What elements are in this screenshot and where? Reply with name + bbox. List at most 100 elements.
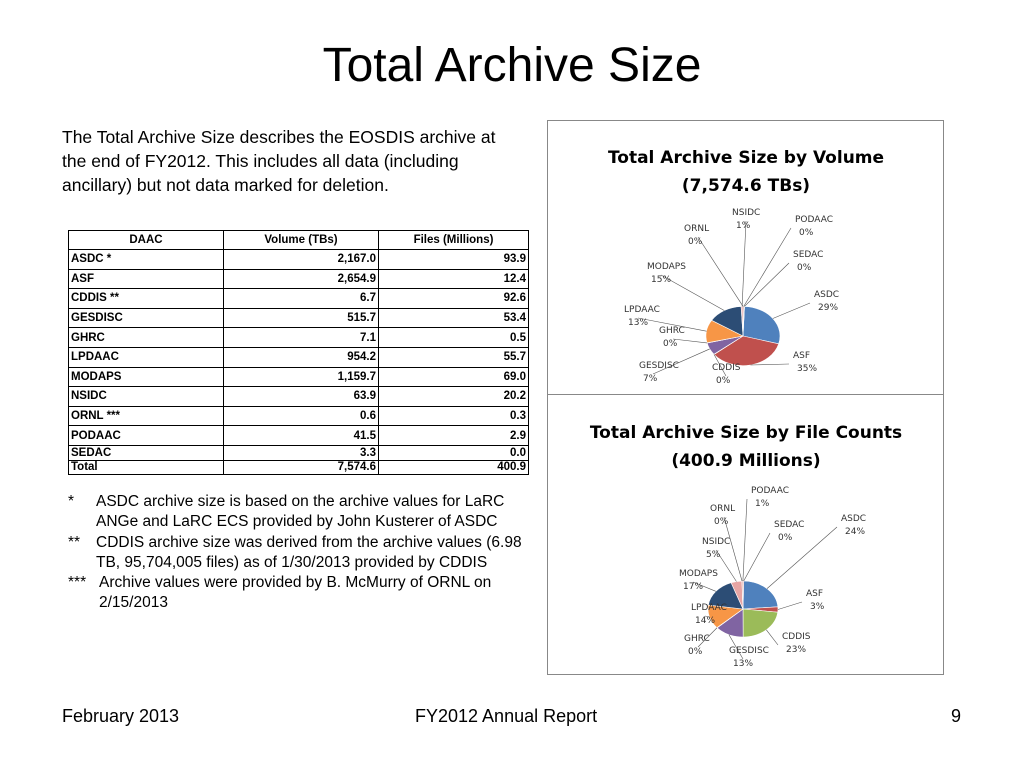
intro-text: The Total Archive Size describes the EOS…: [62, 127, 496, 195]
chart-panel: Total Archive Size by Volume (7,574.6 TB…: [547, 120, 944, 675]
cell-files: 2.9: [378, 425, 529, 446]
pie1-leader-asdc: [772, 302, 811, 319]
pie1-leader-asf: [750, 363, 790, 366]
footnote-text: CDDIS archive size was derived from the …: [96, 533, 522, 571]
pie1-leader-ghrc: [672, 338, 708, 344]
col-header-daac: DAAC: [68, 230, 224, 250]
pie1-percent-gesdisc: 7%: [643, 374, 658, 384]
cell-daac: NSIDC: [68, 386, 224, 407]
cell-files: 0.5: [378, 327, 529, 348]
table-row: GESDISC 515.7 53.4: [68, 307, 529, 329]
table-row: ASF 2,654.9 12.4: [68, 268, 529, 290]
pie2-label-lpdaac: LPDAAC: [691, 603, 727, 613]
cell-volume: 2,167.0: [223, 249, 379, 270]
pie2-percent-sedac: 0%: [778, 533, 793, 543]
cell-files: 0.3: [378, 405, 529, 427]
pie2-percent-asdc: 24%: [845, 527, 865, 537]
pie2-slice-podaac: [741, 580, 745, 610]
pie2-leader-ornl: [723, 516, 743, 582]
pie2-label-sedac: SEDAC: [774, 520, 804, 530]
pie2-leader-ghrc: [697, 627, 718, 648]
footnote-marker: *: [68, 493, 75, 510]
pie1-label-asdc: ASDC: [814, 290, 839, 300]
pie2-label-gesdisc: GESDISC: [729, 646, 769, 656]
pie1-label-lpdaac: LPDAAC: [624, 305, 660, 315]
pie2-label-cddis: CDDIS: [782, 632, 811, 642]
pie1-label-gesdisc: GESDISC: [639, 361, 679, 371]
pie1-percent-podaac: 0%: [799, 228, 814, 238]
pie1-leader-modaps: [660, 274, 725, 311]
pie1-percent-sedac: 0%: [797, 263, 812, 273]
table-row: ASDC * 2,167.0 93.9: [68, 249, 529, 270]
table-row: NSIDC 63.9 20.2: [68, 386, 529, 407]
table-row: PODAAC 41.5 2.9: [68, 425, 529, 446]
footnote-text: ASDC archive size is based on the archiv…: [96, 493, 505, 531]
table-header-row: DAAC Volume (TBs) Files (Millions): [68, 230, 529, 250]
cell-daac: GESDISC: [68, 307, 224, 329]
total-label: Total: [68, 459, 224, 475]
pie2-label-asdc: ASDC: [841, 514, 866, 524]
chart2-subtitle: (400.9 Millions): [671, 451, 820, 471]
pie2-leader-gesdisc: [728, 634, 744, 660]
chart-divider: [548, 394, 943, 395]
pie2-percent-ornl: 0%: [714, 517, 729, 527]
pie1-label-nsidc: NSIDC: [732, 208, 760, 218]
cell-files: 12.4: [378, 268, 529, 290]
pie1-percent-lpdaac: 13%: [628, 318, 648, 328]
chart1-subtitle: (7,574.6 TBs): [682, 176, 810, 196]
pie1-percent-nsidc: 1%: [736, 221, 751, 231]
pie1-percent-asdc: 29%: [818, 303, 838, 313]
footnote-cddis: ** CDDIS archive size was derived from t…: [68, 533, 528, 574]
pie1-leader-sedac: [744, 262, 790, 307]
table-row: LPDAAC 954.2 55.7: [68, 346, 529, 368]
table-total-row: Total 7,574.6 400.9: [68, 459, 529, 475]
cell-daac: MODAPS: [68, 366, 224, 388]
footnote-asdc: * ASDC archive size is based on the arch…: [68, 492, 528, 533]
footnote-ornl: *** Archive values were provided by B. M…: [68, 573, 528, 614]
pie-charts: Total Archive Size by Volume (7,574.6 TB…: [590, 148, 902, 669]
table-row: GHRC 7.1 0.5: [68, 327, 529, 348]
pie1-leader-ornl: [697, 236, 744, 307]
pie1-leader-lpdaac: [637, 317, 707, 332]
cell-daac: SEDAC: [68, 444, 224, 461]
pie2-leader-nsidc: [715, 549, 737, 582]
pie2-slice-cddis: [742, 608, 779, 638]
pie2-label-asf: ASF: [806, 589, 823, 599]
cell-daac: LPDAAC: [68, 346, 224, 368]
pie1-leader-podaac: [743, 227, 792, 307]
col-header-volume: Volume (TBs): [223, 230, 379, 250]
pie1-slice-asf: [713, 335, 780, 366]
table-row: ORNL *** 0.6 0.3: [68, 405, 529, 427]
cell-volume: 41.5: [223, 425, 379, 446]
pie2-leader-asf: [777, 601, 803, 610]
pie1-leader-gesdisc: [652, 348, 710, 375]
table-row: CDDIS ** 6.7 92.6: [68, 288, 529, 309]
pie2-leader-cddis: [766, 629, 779, 646]
cell-volume: 1,159.7: [223, 366, 379, 388]
pie2-leader-sedac: [743, 532, 771, 582]
pie1-label-podaac: PODAAC: [795, 215, 833, 225]
total-volume: 7,574.6: [223, 459, 379, 475]
pie1-leader-nsidc: [741, 220, 747, 307]
footnote-text: Archive values were provided by B. McMur…: [99, 574, 492, 612]
pie1-percent-ornl: 0%: [688, 237, 703, 247]
pie2-percent-cddis: 23%: [786, 645, 806, 655]
pie2-percent-ghrc: 0%: [688, 647, 703, 657]
pie2-percent-nsidc: 5%: [706, 550, 721, 560]
cell-volume: 7.1: [223, 327, 379, 348]
cell-files: 53.4: [378, 307, 529, 329]
pie1-percent-asf: 35%: [797, 364, 817, 374]
pie1-slice-asdc: [742, 306, 781, 345]
pie2-label-nsidc: NSIDC: [702, 537, 730, 547]
cell-volume: 515.7: [223, 307, 379, 329]
cell-files: 93.9: [378, 249, 529, 270]
footnote-marker: **: [68, 533, 81, 551]
pie1-label-cddis: CDDIS: [712, 363, 741, 373]
cell-daac: ASDC *: [68, 249, 224, 270]
cell-daac: GHRC: [68, 327, 224, 348]
daac-table: DAAC Volume (TBs) Files (Millions) ASDC …: [68, 230, 529, 475]
footer-page-number: 9: [951, 706, 962, 726]
pie2-percent-gesdisc: 13%: [733, 659, 753, 669]
pie2-percent-lpdaac: 14%: [695, 616, 715, 626]
pie1-percent-modaps: 15%: [651, 275, 671, 285]
